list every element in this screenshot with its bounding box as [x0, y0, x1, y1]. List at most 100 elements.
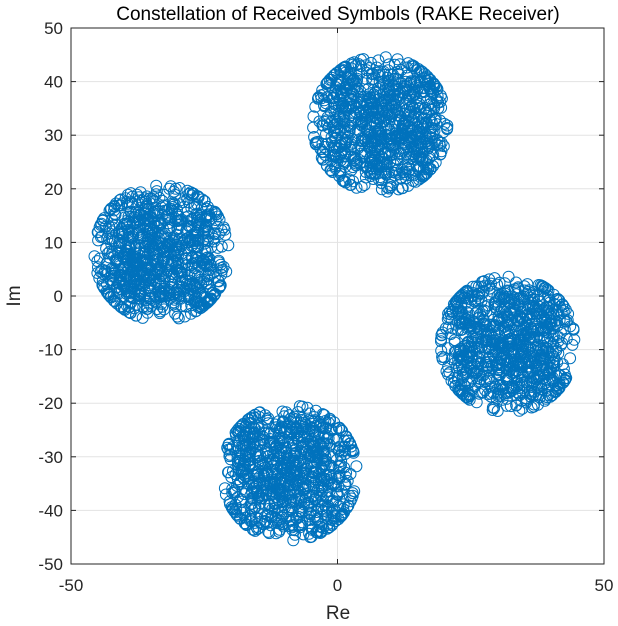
data-point — [287, 534, 300, 547]
y-tick-label: -20 — [38, 394, 63, 413]
data-point — [331, 117, 344, 130]
data-point — [448, 345, 461, 358]
data-point — [379, 51, 392, 64]
data-point — [308, 414, 321, 427]
data-point — [503, 337, 516, 350]
data-point — [378, 153, 391, 166]
data-point — [336, 100, 349, 113]
data-point — [557, 300, 570, 313]
data-point — [472, 287, 485, 300]
data-point — [139, 246, 152, 259]
data-point — [408, 87, 421, 100]
data-point — [520, 325, 533, 338]
data-point — [307, 121, 320, 134]
data-point — [326, 495, 339, 508]
data-point — [359, 117, 372, 130]
data-point — [512, 299, 524, 312]
data-point — [327, 494, 340, 507]
data-point — [566, 338, 579, 351]
data-point — [189, 226, 202, 239]
data-point — [328, 124, 341, 137]
data-point — [120, 287, 133, 300]
data-point — [162, 255, 175, 268]
data-point — [185, 252, 198, 265]
data-point — [121, 299, 133, 312]
data-point — [150, 296, 163, 309]
data-point — [406, 124, 418, 136]
data-point — [375, 183, 388, 196]
data-point — [181, 184, 194, 197]
data-point — [229, 506, 242, 519]
data-point — [119, 192, 132, 205]
data-point — [150, 185, 163, 198]
data-point — [383, 182, 396, 195]
data-point — [163, 182, 176, 195]
data-point — [466, 286, 479, 299]
data-point — [132, 288, 145, 301]
data-point — [355, 132, 368, 144]
data-point — [492, 390, 505, 403]
data-point — [119, 282, 132, 295]
data-point — [163, 285, 176, 298]
data-point — [394, 131, 407, 144]
data-point — [327, 148, 340, 161]
data-point — [407, 60, 420, 73]
data-point — [416, 82, 429, 95]
data-point — [205, 241, 218, 254]
data-point — [542, 389, 555, 401]
data-point — [248, 427, 261, 439]
data-point — [484, 374, 497, 387]
data-point — [122, 231, 135, 244]
data-point — [350, 460, 363, 473]
data-point — [157, 290, 170, 303]
data-point — [175, 214, 187, 227]
data-point — [558, 368, 571, 381]
data-point — [329, 125, 341, 138]
data-point — [418, 168, 431, 181]
data-point — [567, 323, 580, 336]
data-point — [153, 307, 166, 320]
data-point — [439, 322, 452, 335]
data-point — [333, 460, 346, 473]
data-point — [157, 199, 170, 212]
data-point — [144, 261, 157, 274]
data-point — [142, 225, 155, 238]
data-point — [395, 77, 408, 90]
data-point — [410, 139, 423, 152]
data-point — [171, 310, 184, 323]
data-point — [320, 469, 333, 482]
data-point — [456, 384, 469, 397]
data-point — [431, 133, 444, 146]
data-point — [494, 338, 506, 351]
data-point — [360, 59, 372, 72]
data-point — [350, 77, 363, 90]
data-point — [151, 303, 164, 316]
data-point — [373, 173, 385, 186]
data-point — [218, 223, 231, 236]
data-point — [335, 138, 348, 150]
data-point — [534, 279, 547, 292]
data-point — [501, 290, 513, 303]
data-point — [234, 452, 247, 465]
data-point — [422, 152, 435, 165]
data-point — [372, 54, 385, 67]
data-point — [311, 451, 324, 464]
data-point — [568, 333, 581, 346]
data-point — [106, 277, 119, 290]
data-point — [339, 66, 352, 79]
data-point — [311, 456, 323, 469]
data-point — [105, 291, 117, 304]
data-point — [514, 302, 527, 315]
data-point — [455, 349, 468, 362]
data-point — [209, 206, 222, 219]
data-point — [184, 236, 197, 249]
data-point — [461, 384, 474, 397]
data-point — [435, 344, 448, 357]
data-point — [516, 402, 529, 415]
data-point — [513, 387, 525, 400]
data-point — [461, 336, 474, 349]
data-point — [504, 400, 517, 413]
y-axis-ticks: -50 -40 -30 -20 -10 0 10 20 30 40 50 — [38, 19, 604, 574]
data-point — [501, 358, 514, 371]
data-point — [426, 149, 439, 162]
